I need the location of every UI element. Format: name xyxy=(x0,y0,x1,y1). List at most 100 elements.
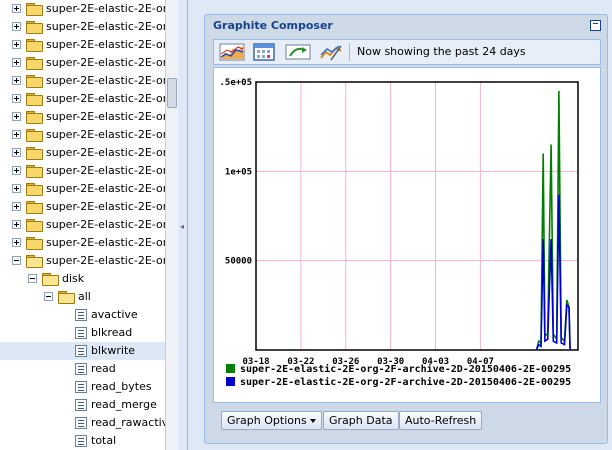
collapse-icon[interactable] xyxy=(28,274,37,283)
tree-node-label: total xyxy=(91,434,117,447)
tree-node-label: read xyxy=(91,362,116,375)
metric-icon xyxy=(75,417,87,429)
x-tick-label: 04-03 xyxy=(422,357,449,367)
metrics-tree: super-2E-elastic-2E-org super-2E-elastic-… xyxy=(0,0,165,450)
folder-icon xyxy=(26,93,43,106)
composer-footer: Graph Options Graph Data Auto-Refresh xyxy=(213,409,601,437)
expand-icon[interactable] xyxy=(12,112,21,121)
edit-graph-icon[interactable] xyxy=(317,42,345,62)
graph-options-label: Graph Options xyxy=(227,414,307,427)
tree-node-folder[interactable]: super-2E-elastic-2E-org xyxy=(0,216,165,234)
expand-icon[interactable] xyxy=(12,238,21,247)
tree-node-folder[interactable]: super-2E-elastic-2E-org xyxy=(0,72,165,90)
plot-background xyxy=(256,82,578,350)
graph-type-icon[interactable] xyxy=(218,42,246,62)
tree-node-label: all xyxy=(78,290,91,303)
tree-node-folder[interactable]: super-2E-elastic-2E-org xyxy=(0,36,165,54)
tree-node-label: disk xyxy=(62,272,85,285)
tree-node-label: read_merge xyxy=(91,398,157,411)
expand-icon[interactable] xyxy=(12,94,21,103)
tree-node-label: super-2E-elastic-2E-org xyxy=(46,110,165,123)
tree-node-folder[interactable]: super-2E-elastic-2E-org xyxy=(0,18,165,36)
tree-node-metric[interactable]: read_rawactiv xyxy=(0,414,165,432)
tree-node-metric[interactable]: read_bytes xyxy=(0,378,165,396)
x-tick-label: 03-26 xyxy=(332,357,359,367)
tree-node-folder[interactable]: super-2E-elastic-2E-org xyxy=(0,180,165,198)
folder-icon xyxy=(26,147,43,160)
tree-node-metric[interactable]: read xyxy=(0,360,165,378)
metric-icon xyxy=(75,309,87,321)
panel-splitter[interactable]: ◂ xyxy=(178,0,188,450)
tree-node-folder[interactable]: super-2E-elastic-2E-org xyxy=(0,54,165,72)
tree-scrollbar[interactable] xyxy=(165,0,178,450)
collapse-icon[interactable] xyxy=(44,292,53,301)
expand-icon[interactable] xyxy=(12,40,21,49)
expand-icon[interactable] xyxy=(12,58,21,67)
tree-node-folder[interactable]: super-2E-elastic-2E-org xyxy=(0,0,165,18)
tree-node-label: read_bytes xyxy=(91,380,152,393)
x-tick-label: 04-07 xyxy=(467,357,494,367)
tree-node-metric[interactable]: blkwrite xyxy=(0,342,165,360)
tree-node-label: avactive xyxy=(91,308,138,321)
graph-image-area[interactable]: 03-18 03-22 03-26 03-30 04-03 04-07 50000 1e+05… xyxy=(213,67,601,403)
folder-icon xyxy=(26,201,43,214)
tree-node-label: blkwrite xyxy=(91,344,136,357)
tree-node-label: super-2E-elastic-2E-org xyxy=(46,146,165,159)
composer-toolbar: Now showing the past 24 days xyxy=(213,39,601,65)
metric-icon xyxy=(75,399,87,411)
tree-node-folder[interactable]: super-2E-elastic-2E-org xyxy=(0,90,165,108)
tree-node-label: super-2E-elastic-2E-org xyxy=(46,200,165,213)
time-range-status: Now showing the past 24 days xyxy=(357,45,526,58)
folder-icon xyxy=(26,165,43,178)
y-tick-label: 1e+05 xyxy=(225,167,252,177)
expand-icon[interactable] xyxy=(12,184,21,193)
calendar-icon[interactable] xyxy=(250,42,278,62)
tree-node-metric[interactable]: avactive xyxy=(0,306,165,324)
expand-icon[interactable] xyxy=(12,130,21,139)
expand-icon[interactable] xyxy=(12,202,21,211)
graph-data-button[interactable]: Graph Data xyxy=(323,411,399,430)
collapse-window-icon[interactable] xyxy=(590,20,601,31)
collapse-arrow-icon[interactable]: ◂ xyxy=(180,222,185,231)
tree-node-label: super-2E-elastic-2E-org xyxy=(46,254,165,267)
tree-node-metric[interactable]: read_merge xyxy=(0,396,165,414)
tree-node-folder[interactable]: super-2E-elastic-2E-org xyxy=(0,234,165,252)
tree-node-label: super-2E-elastic-2E-org xyxy=(46,218,165,231)
expand-icon[interactable] xyxy=(12,22,21,31)
graph-options-button[interactable]: Graph Options xyxy=(221,411,322,430)
tree-node-folder[interactable]: super-2E-elastic-2E-org xyxy=(0,198,165,216)
folder-icon xyxy=(26,111,43,124)
collapse-icon[interactable] xyxy=(12,256,21,265)
tree-node-metric[interactable]: total xyxy=(0,432,165,450)
tree-node-disk[interactable]: disk xyxy=(0,270,165,288)
expand-icon[interactable] xyxy=(12,220,21,229)
legend-swatch xyxy=(226,377,235,386)
tree-scroll-thumb[interactable] xyxy=(167,78,177,108)
y-tick-label: .5e+05 xyxy=(219,78,252,88)
folder-icon xyxy=(26,183,43,196)
tree-node-metric[interactable]: blkread xyxy=(0,324,165,342)
recent-data-icon[interactable] xyxy=(284,42,312,62)
tree-node-label: super-2E-elastic-2E-org xyxy=(46,2,165,15)
tree-node-folder[interactable]: super-2E-elastic-2E-org xyxy=(0,162,165,180)
tree-node-folder[interactable]: super-2E-elastic-2E-org xyxy=(0,126,165,144)
tree-node-label: super-2E-elastic-2E-org xyxy=(46,164,165,177)
tree-node-folder[interactable]: super-2E-elastic-2E-org xyxy=(0,144,165,162)
folder-icon xyxy=(26,3,43,16)
tree-node-label: super-2E-elastic-2E-org xyxy=(46,20,165,33)
expand-icon[interactable] xyxy=(12,76,21,85)
expand-icon[interactable] xyxy=(12,166,21,175)
folder-icon xyxy=(26,57,43,70)
tree-node-all[interactable]: all xyxy=(0,288,165,306)
folder-icon xyxy=(26,21,43,34)
metric-icon xyxy=(75,363,87,375)
expand-icon[interactable] xyxy=(12,148,21,157)
tree-node-folder[interactable]: super-2E-elastic-2E-org xyxy=(0,108,165,126)
graph-chart: 03-18 03-22 03-26 03-30 04-03 04-07 50000 1e+05… xyxy=(219,78,579,388)
folder-open-icon xyxy=(26,255,43,268)
auto-refresh-button[interactable]: Auto-Refresh xyxy=(399,411,483,430)
series-line-2 xyxy=(535,194,571,351)
x-tick-label: 03-22 xyxy=(287,357,314,367)
expand-icon[interactable] xyxy=(12,4,21,13)
tree-node-folder-expanded[interactable]: super-2E-elastic-2E-org xyxy=(0,252,165,270)
